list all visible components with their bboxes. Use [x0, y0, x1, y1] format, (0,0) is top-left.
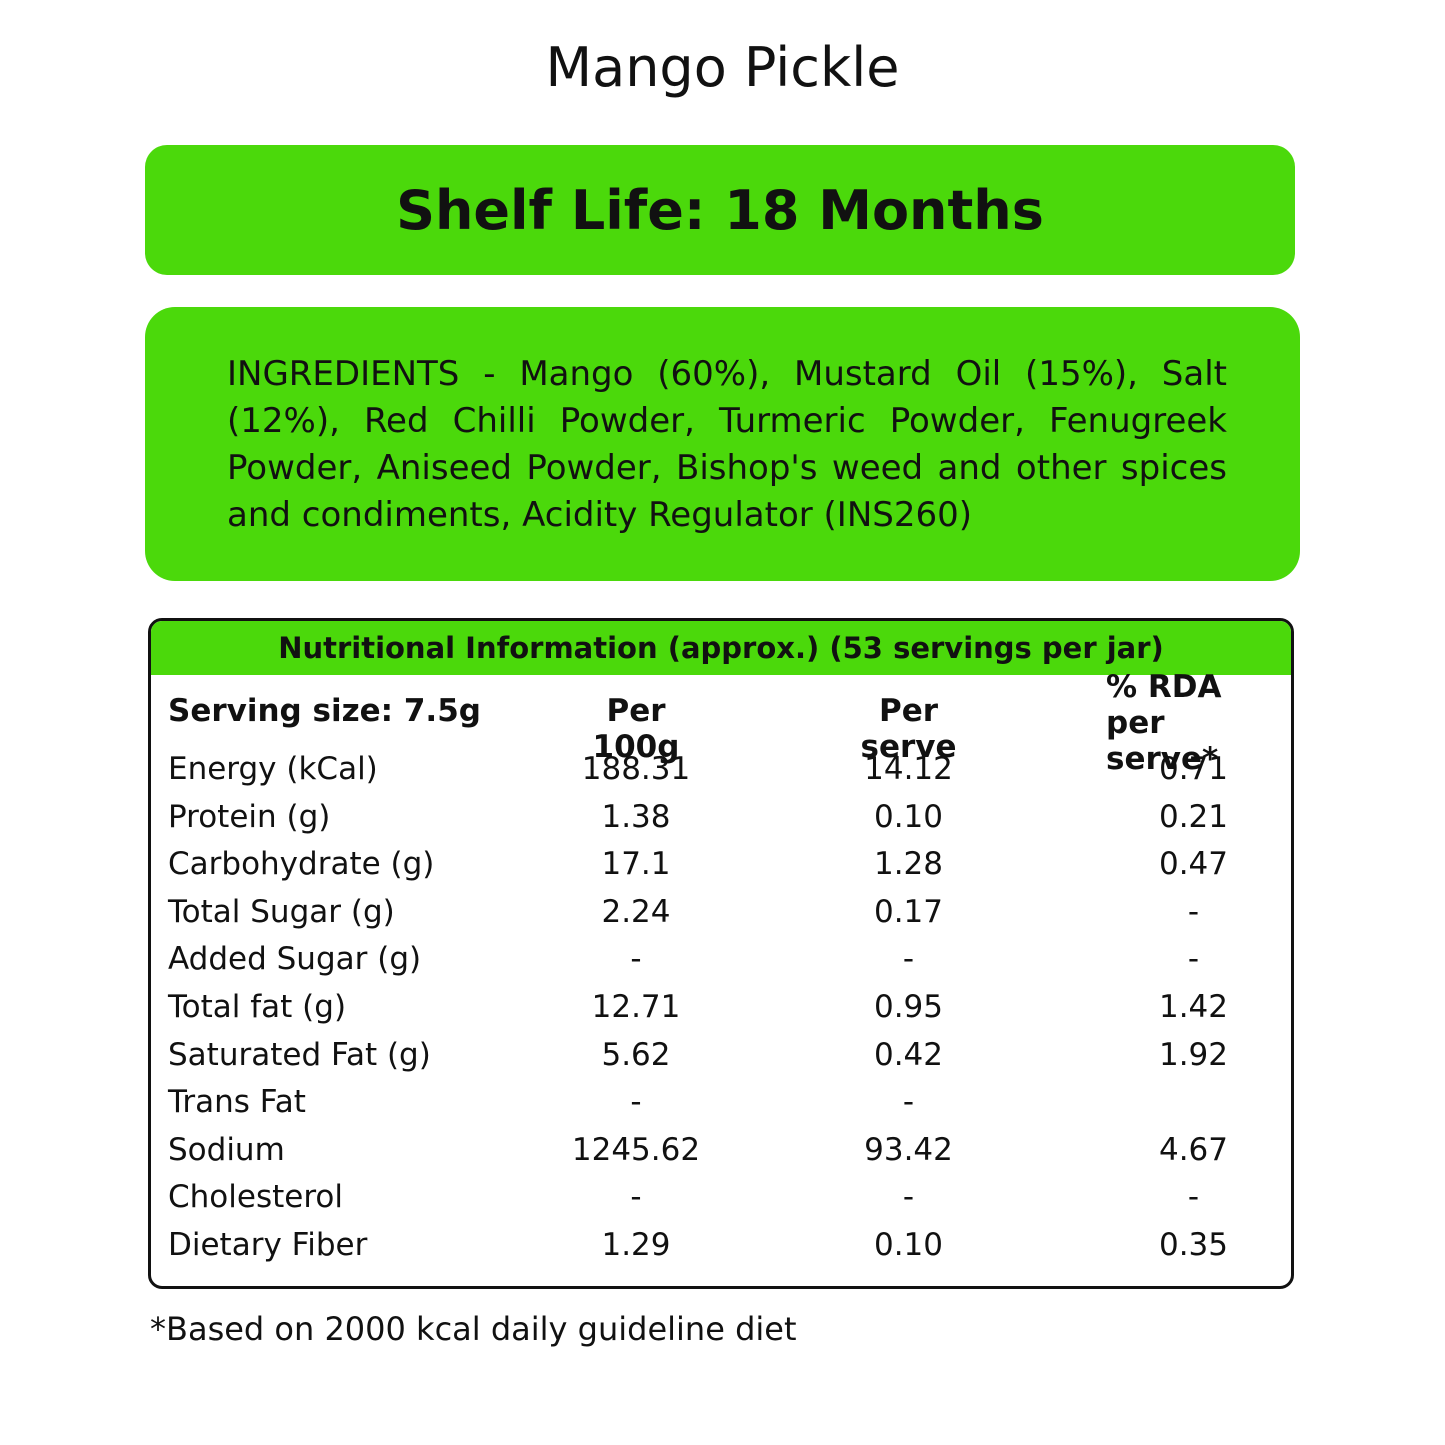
nutrient-label: Saturated Fat (g) — [168, 1036, 431, 1073]
value-cell: 1.28 — [873, 846, 944, 883]
nutrient-label: Cholesterol — [168, 1179, 343, 1216]
value-cell: 0.21 — [1158, 798, 1229, 835]
value-cell: - — [902, 1179, 915, 1216]
value-cell: - — [630, 941, 642, 978]
nutrient-label: Carbohydrate (g) — [168, 846, 435, 883]
value-cell: 1.38 — [601, 798, 671, 835]
value-cell: 1245.62 — [571, 1131, 701, 1168]
value-cell: 2.24 — [601, 893, 671, 930]
value-cell: 0.47 — [1158, 846, 1229, 883]
value-cell: 14.12 — [864, 751, 953, 787]
value-cell: 0.71 — [1158, 751, 1229, 787]
header-row: Serving size: 7.5g Per 100g Per serve % RDA… — [151, 669, 1291, 777]
value-cell: 0.17 — [873, 893, 944, 930]
value-cell: 0.10 — [873, 798, 944, 835]
title: Mango Pickle — [545, 36, 900, 99]
value-cell: 93.42 — [864, 1131, 953, 1168]
table-row: Total Sugar (g) 2.24 0.17 - — [151, 894, 1291, 941]
value-cell: 12.71 — [591, 989, 681, 1025]
table-row: Sodium 1245.62 93.42 4.67 — [151, 1132, 1291, 1179]
table-row: Added Sugar (g) - - - — [151, 941, 1291, 988]
nutrient-label: Sodium — [168, 1131, 285, 1168]
nutrient-label: Trans Fat — [168, 1084, 306, 1121]
table-row: Carbohydrate (g) 17.1 1.28 0.47 — [151, 846, 1291, 893]
table-row: Trans Fat - - — [151, 1084, 1291, 1131]
table-row: Total fat (g) 12.71 0.95 1.42 — [151, 989, 1291, 1036]
ingredients-box: INGREDIENTS - Mango (60%), Mustard Oil (… — [145, 307, 1300, 581]
value-cell: 0.10 — [873, 1227, 944, 1263]
header-cell: Serving size: 7.5g — [168, 693, 481, 729]
value-cell: - — [630, 1084, 642, 1121]
nutrient-label: Total fat (g) — [168, 989, 347, 1025]
value-cell: 4.67 — [1158, 1131, 1229, 1168]
table-row: Energy (kCal) 188.31 14.12 0.71 — [151, 751, 1291, 798]
value-cell: - — [902, 1084, 915, 1121]
shelf-life: Shelf Life: 18 Months — [145, 145, 1295, 275]
header-cell: % RDA per serve* — [1106, 669, 1222, 777]
table-row: Dietary Fiber 1.29 0.10 0.35 — [151, 1227, 1291, 1274]
nutrient-label: Added Sugar (g) — [168, 941, 422, 978]
value-cell: 1.29 — [601, 1227, 671, 1263]
value-cell: 17.1 — [601, 846, 671, 883]
value-cell: - — [1187, 893, 1200, 930]
header-cell: Per serve — [860, 693, 957, 765]
value-cell: 0.35 — [1158, 1227, 1229, 1263]
value-cell: 1.92 — [1158, 1036, 1229, 1073]
value-cell: - — [1187, 941, 1200, 978]
table-title: Nutritional Information (approx.) (53 se… — [151, 621, 1291, 675]
nutrition-table: Nutritional Information (approx.) (53 se… — [148, 618, 1294, 1289]
value-cell: - — [630, 1179, 642, 1216]
value-cell: 0.95 — [873, 989, 944, 1025]
value-cell: 188.31 — [581, 751, 691, 787]
value-cell: 5.62 — [601, 1036, 671, 1073]
nutrient-label: Protein (g) — [168, 798, 331, 835]
ingredients: INGREDIENTS - Mango (60%), Mustard Oil (… — [227, 354, 1227, 535]
value-cell: 0.42 — [873, 1036, 944, 1073]
nutrient-label: Energy (kCal) — [168, 751, 378, 787]
table-row: Saturated Fat (g) 5.62 0.42 1.92 — [151, 1037, 1291, 1084]
table-row: Protein (g) 1.38 0.10 0.21 — [151, 799, 1291, 846]
footnote: *Based on 2000 kcal daily guideline diet — [150, 1310, 797, 1348]
nutrient-label: Dietary Fiber — [168, 1227, 368, 1263]
value-cell: - — [902, 941, 915, 978]
value-cell: 1.42 — [1158, 989, 1229, 1025]
value-cell: - — [1187, 1179, 1200, 1216]
nutrient-label: Total Sugar (g) — [168, 893, 395, 930]
header-cell: Per 100g — [592, 693, 680, 765]
table-row: Cholesterol - - - — [151, 1179, 1291, 1226]
